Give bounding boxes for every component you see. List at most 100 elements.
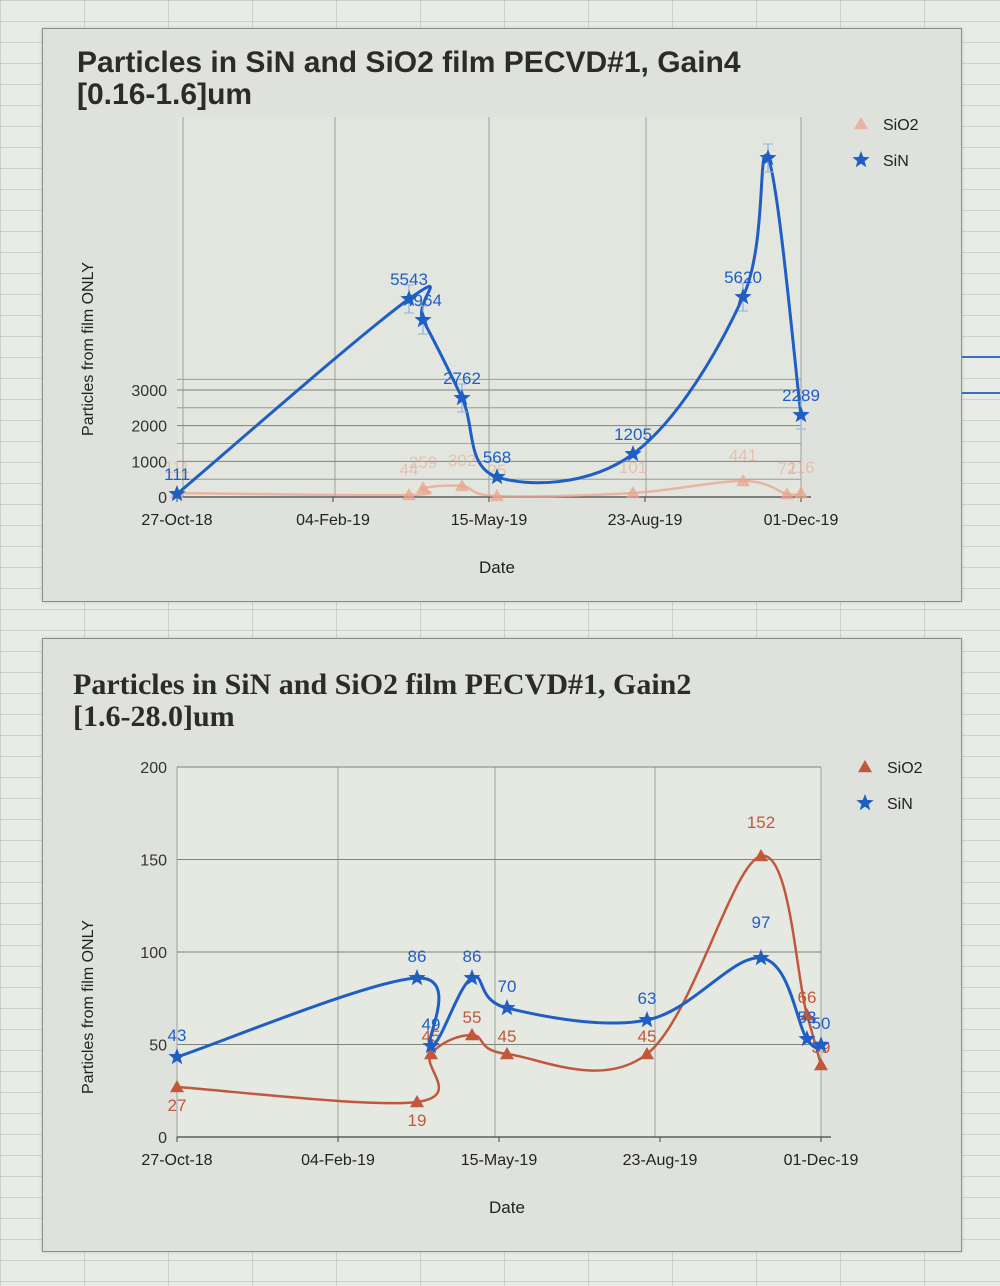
data-label: 97 [752, 913, 771, 932]
data-label: 116 [787, 458, 814, 477]
sio2-triangle-marker [626, 486, 640, 499]
data-label: 70 [498, 977, 517, 996]
x-tick-label: 15-May-19 [451, 512, 528, 529]
data-label: 66 [798, 988, 817, 1007]
data-label: 441 [729, 446, 757, 465]
chart-gain4-plot: 0 1000 2000 3000 27-Oct-18 04-Feb-19 15-May-19… [80, 117, 919, 577]
legend-label: SiO2 [887, 760, 923, 777]
sin-star-marker [624, 445, 642, 462]
data-label: 43 [168, 1026, 187, 1045]
sio2-triangle-marker [800, 1008, 814, 1021]
chart-title-line: Particles in SiN and SiO2 film PECVD#1, … [77, 46, 741, 79]
x-tick-label: 23-Aug-19 [623, 1152, 698, 1169]
sio2-triangle-marker [416, 481, 430, 494]
sio2-triangle-marker [780, 487, 794, 500]
data-label: 152 [747, 813, 775, 832]
y-tick-label: 2000 [131, 419, 167, 436]
data-label: 101 [619, 458, 647, 477]
data-label: 63 [638, 989, 657, 1008]
y-tick-label: 50 [149, 1038, 167, 1055]
data-label: 2762 [443, 369, 481, 388]
sio2-triangle-marker [736, 474, 750, 487]
x-tick-label: 15-May-19 [461, 1152, 538, 1169]
legend-label: SiO2 [883, 117, 919, 134]
chart-title-line: Particles in SiN and SiO2 film PECVD#1, … [73, 668, 692, 701]
chart-title: Particles in SiN and SiO2 film PECVD#1, … [77, 47, 741, 110]
data-label: 5620 [724, 268, 762, 287]
x-axis-title: Date [479, 558, 515, 577]
sin-star-marker [812, 1036, 830, 1053]
sin-star-marker [498, 999, 516, 1016]
data-label: 72 [778, 459, 797, 478]
x-tick-label: 04-Feb-19 [296, 512, 370, 529]
sin-star-marker [638, 1011, 656, 1028]
data-label: 45 [638, 1027, 657, 1046]
sin-star-marker [422, 1037, 440, 1054]
y-axis-title: Particles from film ONLY [80, 920, 97, 1094]
sio2-triangle-marker [410, 1095, 424, 1108]
sin-star-marker [408, 969, 426, 986]
chart-title: Particles in SiN and SiO2 film PECVD#1, … [73, 669, 691, 732]
legend-sio2-triangle-icon [854, 117, 868, 130]
legend-label: SiN [883, 153, 909, 170]
series-line-sio2 [176, 479, 802, 498]
data-label: 44 [400, 460, 419, 479]
sio2-triangle-marker [455, 479, 469, 492]
data-label: 111 [164, 458, 190, 477]
data-label: 27 [168, 1096, 187, 1115]
legend-sio2-triangle-icon [858, 760, 872, 773]
data-label: 568 [483, 448, 511, 467]
sin-star-marker [453, 389, 471, 406]
sin-star-marker [488, 468, 506, 485]
sin-star-marker [414, 311, 432, 328]
x-tick-label: 23-Aug-19 [608, 512, 683, 529]
data-label: 302 [448, 451, 476, 470]
background-ruler-line [962, 356, 1000, 358]
sio2-triangle-marker [754, 849, 768, 862]
data-label: 45 [498, 1027, 517, 1046]
sio2-triangle-marker [170, 1080, 184, 1093]
data-label: 55 [463, 1008, 482, 1027]
sin-star-marker [734, 288, 752, 305]
legend-label: SiN [887, 796, 913, 813]
data-label: 19 [408, 1111, 427, 1130]
chart-gain2-plot: 0 50 100 150 200 27-Oct-18 04-Feb-19 15-May-19 2… [80, 760, 923, 1217]
x-tick-label: 01-Dec-19 [764, 512, 839, 529]
chart-subtitle: [0.16-1.6]um [77, 77, 253, 111]
data-label: 53 [798, 1008, 817, 1027]
sio2-triangle-marker [402, 488, 416, 501]
data-label: 49 [422, 1015, 441, 1034]
legend-sin-star-icon [856, 794, 874, 811]
chart-panel-gain4: Particles in SiN and SiO2 film PECVD#1, … [42, 28, 962, 602]
data-label: 5543 [390, 270, 428, 289]
sin-star-marker [798, 1030, 816, 1047]
chart-panel-gain2: Particles in SiN and SiO2 film PECVD#1, … [42, 638, 962, 1252]
sin-star-marker [168, 485, 186, 502]
sin-star-marker [759, 149, 777, 166]
sio2-triangle-marker [794, 486, 808, 499]
sin-star-marker [752, 949, 770, 966]
legend-sin-star-icon [852, 151, 870, 168]
data-label: 86 [408, 947, 427, 966]
sin-star-marker [792, 406, 810, 423]
y-tick-label: 0 [158, 1130, 167, 1147]
data-label: 1205 [614, 425, 652, 444]
sio2-triangle-marker [424, 1047, 438, 1060]
sio2-triangle-marker [465, 1028, 479, 1041]
y-axis-title: Particles from film ONLY [80, 262, 97, 436]
x-tick-label: 04-Feb-19 [301, 1152, 375, 1169]
sin-star-marker [168, 1048, 186, 1065]
data-label: 4964 [404, 291, 442, 310]
y-tick-label: 150 [140, 853, 167, 870]
data-label: 2289 [782, 386, 820, 405]
y-tick-label: 0 [158, 490, 167, 507]
y-tick-label: 200 [140, 760, 167, 777]
sin-star-marker [400, 290, 418, 307]
y-tick-label: 3000 [131, 383, 167, 400]
x-tick-label: 27-Oct-18 [141, 1152, 212, 1169]
data-label: 50 [812, 1014, 831, 1033]
y-tick-label: 100 [140, 945, 167, 962]
sio2-triangle-marker [640, 1047, 654, 1060]
background-ruler-line [962, 392, 1000, 394]
x-tick-label: 27-Oct-18 [141, 512, 212, 529]
